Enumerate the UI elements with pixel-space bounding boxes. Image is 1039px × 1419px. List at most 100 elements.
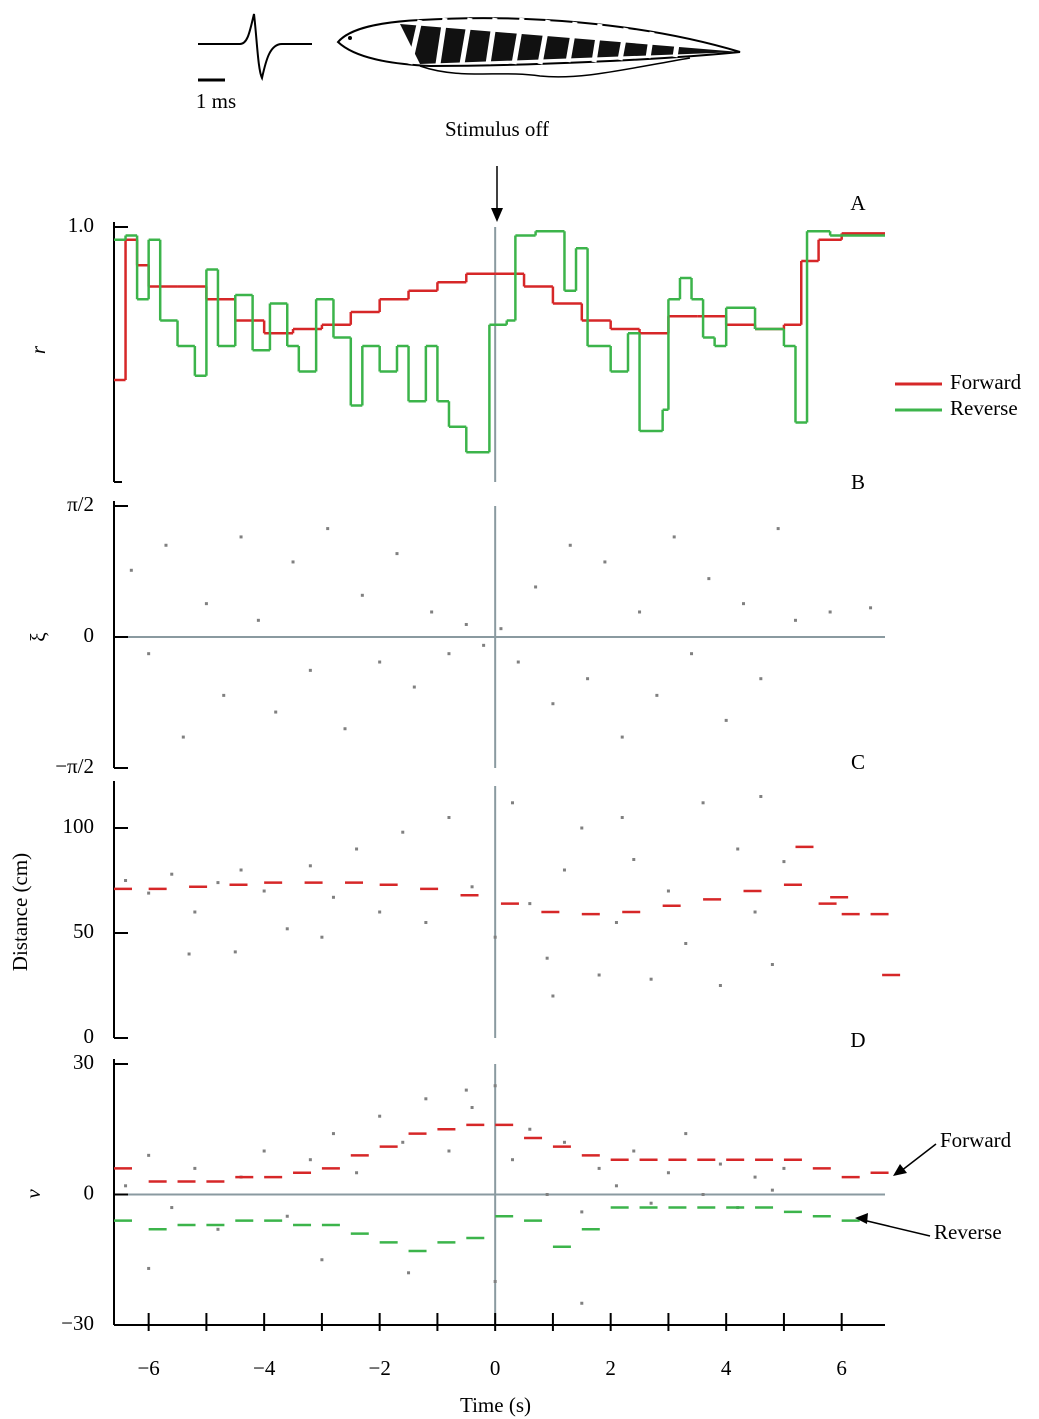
scatter-point <box>655 693 659 697</box>
scatter-point <box>308 1158 312 1162</box>
scatter-point <box>666 1171 670 1175</box>
scatter-point <box>320 935 324 939</box>
scatter-point <box>828 610 832 614</box>
annotation-arrowhead <box>893 1164 907 1176</box>
legend-label: Forward <box>950 370 1022 394</box>
scatter-point <box>193 910 197 914</box>
y-tick-label: π/2 <box>67 492 94 516</box>
scatter-point <box>291 560 295 564</box>
y-axis-label: Distance (cm) <box>8 853 32 971</box>
scatter-point <box>187 952 191 956</box>
scatter-point <box>129 568 133 572</box>
scatter-point <box>378 910 382 914</box>
scatter-point <box>614 1184 618 1188</box>
scatter-point <box>216 881 220 885</box>
scatter-point <box>603 560 607 564</box>
scatter-point <box>672 535 676 539</box>
scatter-point <box>632 1149 636 1153</box>
scatter-point <box>551 702 555 706</box>
scatter-point <box>170 872 174 876</box>
scatter-point <box>770 1188 774 1192</box>
scatter-point <box>430 610 434 614</box>
y-axis-label: ν <box>21 1189 45 1199</box>
scatter-point <box>770 963 774 966</box>
y-tick-label: 30 <box>73 1050 94 1074</box>
scatter-point <box>528 902 532 906</box>
scatter-point <box>320 1258 324 1262</box>
scatter-point <box>274 710 278 714</box>
scatter-point <box>493 1084 497 1088</box>
x-tick-label: 6 <box>836 1356 847 1380</box>
y-axis-label: r <box>26 345 50 354</box>
scatter-point <box>239 868 243 872</box>
scatter-point <box>545 956 549 960</box>
scatter-point <box>707 577 711 581</box>
scatter-point <box>510 801 514 805</box>
stimulus-label: Stimulus off <box>445 117 549 141</box>
scatter-point <box>412 685 416 689</box>
scatter-point <box>493 1280 497 1283</box>
scatter-point <box>331 895 335 899</box>
scatter-point <box>401 1140 405 1144</box>
scale-label: 1 ms <box>196 89 236 113</box>
scatter-point <box>326 527 330 531</box>
scatter-point <box>499 627 503 631</box>
y-tick-label: −30 <box>61 1311 94 1335</box>
scatter-point <box>470 1106 474 1109</box>
panel-label: D <box>850 1028 865 1052</box>
y-tick-label: −π/2 <box>55 754 94 778</box>
scatter-point <box>736 847 740 851</box>
scatter-point <box>562 868 566 872</box>
scatter-point <box>308 668 312 672</box>
stimulus-arrow <box>491 166 503 222</box>
y-tick-label: 0 <box>84 623 95 647</box>
scatter-point <box>562 1140 566 1144</box>
scatter-point <box>718 1162 722 1166</box>
scatter-point <box>331 1132 335 1136</box>
scatter-point <box>684 1132 688 1136</box>
scatter-point <box>701 1193 705 1196</box>
scatter-point <box>222 693 226 697</box>
scatter-point <box>407 1271 411 1275</box>
scatter-point <box>181 735 185 739</box>
scatter-point <box>701 801 705 805</box>
y-axis-label: ξ <box>26 632 50 641</box>
scatter-point <box>684 942 688 945</box>
scatter-point <box>620 735 624 739</box>
scatter-point <box>782 860 786 864</box>
x-tick-label: −4 <box>253 1356 276 1380</box>
scatter-point <box>597 973 601 977</box>
scatter-point <box>424 1097 428 1101</box>
scatter-point <box>256 618 260 622</box>
scatter-point <box>614 921 618 924</box>
scatter-point <box>620 816 624 819</box>
scatter-point <box>724 718 728 722</box>
scatter-point <box>753 910 757 914</box>
scatter-point <box>718 984 722 987</box>
scatter-point <box>580 1210 584 1214</box>
scatter-point <box>262 889 266 893</box>
x-tick-label: −2 <box>368 1356 390 1380</box>
scatter-point <box>742 602 746 606</box>
scatter-point <box>464 1088 468 1092</box>
scatter-point <box>759 677 763 681</box>
scatter-point <box>516 660 520 664</box>
scatter-point <box>759 795 763 798</box>
y-tick-label: 1.0 <box>68 213 94 237</box>
scatter-point <box>124 879 128 882</box>
scatter-point <box>551 994 555 998</box>
scatter-point <box>239 535 243 539</box>
scatter-point <box>649 1201 653 1205</box>
annotation-arrow <box>862 1219 931 1237</box>
scatter-point <box>204 602 208 606</box>
scatter-point <box>869 606 873 610</box>
scatter-point <box>482 643 486 647</box>
y-tick-label: 100 <box>63 814 95 838</box>
scatter-point <box>216 1227 220 1231</box>
scatter-point <box>793 618 797 622</box>
scatter-point <box>568 543 572 547</box>
spike-waveform <box>198 13 312 82</box>
annotation-label: Forward <box>940 1128 1012 1152</box>
panel-label: B <box>851 470 865 494</box>
